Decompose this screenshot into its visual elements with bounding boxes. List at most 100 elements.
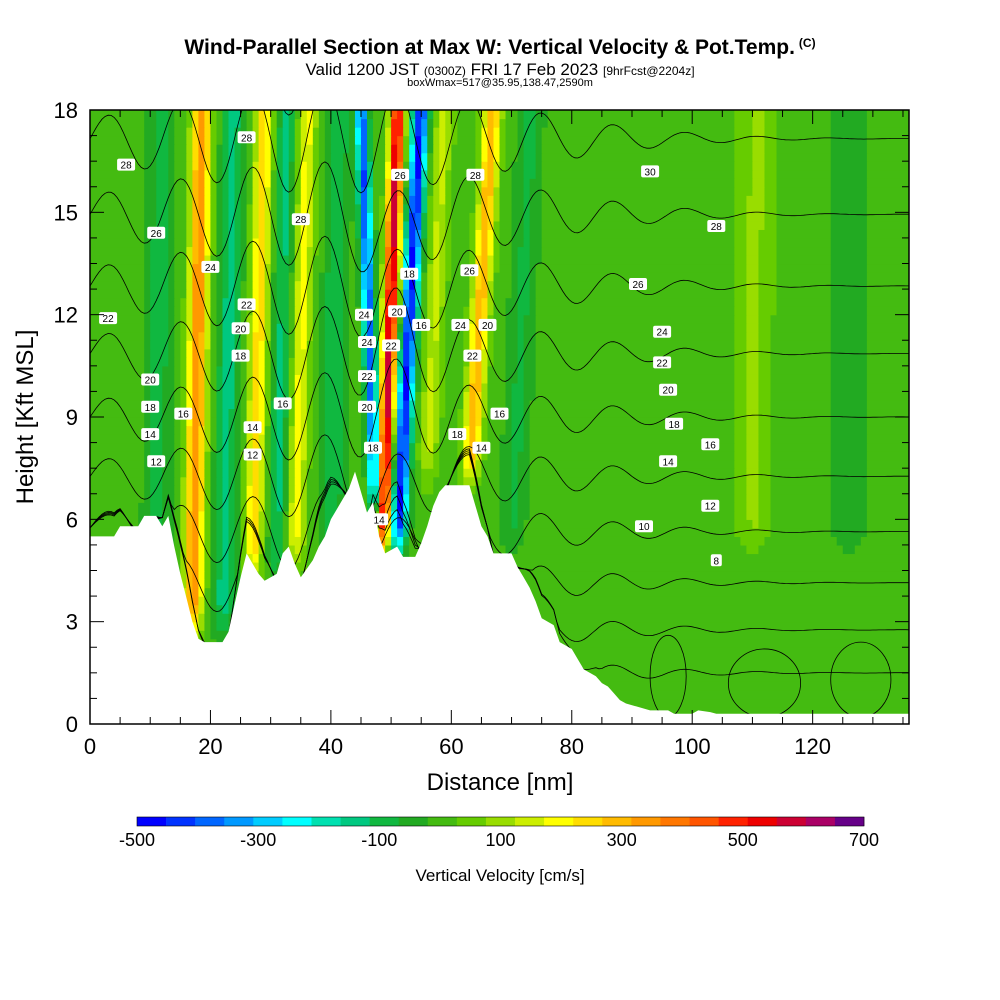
w-cell	[258, 408, 266, 418]
w-cell	[216, 357, 224, 367]
w-cell	[740, 536, 766, 546]
w-cell	[421, 135, 428, 145]
w-cell	[830, 229, 868, 239]
w-cell	[391, 323, 398, 333]
w-cell	[324, 331, 344, 341]
w-cell	[252, 169, 260, 179]
w-cell	[294, 161, 302, 171]
w-cell	[391, 382, 398, 393]
w-cell	[228, 152, 236, 162]
w-cell	[186, 442, 193, 452]
w-cell	[312, 272, 320, 282]
w-cell	[144, 382, 151, 393]
w-cell	[150, 502, 163, 512]
w-cell	[866, 357, 909, 367]
w-cell	[758, 417, 772, 427]
w-cell	[427, 229, 434, 239]
w-cell	[264, 570, 272, 580]
w-cell	[367, 357, 374, 367]
w-cell	[162, 374, 175, 384]
w-cell	[752, 144, 766, 154]
colorbar-swatch	[340, 817, 370, 826]
w-cell	[312, 417, 320, 427]
w-cell	[734, 468, 747, 478]
w-cell	[360, 161, 368, 171]
w-cell	[204, 442, 212, 452]
contour-label-text: 18	[235, 352, 247, 363]
contour-label: 20	[478, 318, 497, 332]
w-cell	[192, 314, 206, 324]
w-cell	[258, 169, 266, 179]
w-cell	[162, 459, 175, 469]
w-cell	[174, 169, 187, 179]
w-cell	[493, 135, 501, 145]
w-cell	[222, 382, 236, 393]
w-cell	[764, 186, 778, 196]
w-cell	[174, 536, 181, 546]
w-cell	[168, 272, 175, 282]
w-cell	[246, 203, 254, 213]
w-cell	[439, 135, 446, 145]
w-cell	[367, 485, 380, 495]
isentrope-18	[90, 358, 909, 461]
colorbar-swatch	[718, 817, 748, 826]
w-cell	[312, 178, 320, 188]
w-cell	[475, 152, 483, 162]
w-cell	[830, 254, 868, 265]
w-cell	[192, 476, 199, 486]
contour-label: 28	[707, 220, 726, 233]
w-cell	[324, 118, 332, 128]
w-cell	[439, 306, 446, 316]
w-cell	[270, 468, 278, 478]
w-cell	[409, 254, 416, 265]
w-cell	[487, 178, 495, 188]
w-cell	[288, 519, 296, 529]
w-cell	[433, 459, 440, 469]
w-cell	[360, 459, 368, 469]
w-cell	[300, 340, 308, 350]
w-cell	[397, 297, 404, 307]
w-cell	[210, 161, 218, 171]
w-cell	[204, 178, 212, 188]
w-cell	[186, 229, 193, 239]
w-cell	[270, 135, 278, 145]
w-cell	[264, 144, 272, 154]
w-cell	[222, 527, 230, 537]
w-cell	[144, 144, 157, 154]
w-cell	[234, 272, 242, 282]
w-cell	[174, 434, 181, 444]
w-cell	[475, 476, 483, 486]
w-cell	[198, 186, 206, 196]
w-cell	[866, 212, 909, 222]
w-cell	[770, 519, 832, 529]
w-cell	[511, 493, 519, 503]
colorbar-swatch	[456, 817, 487, 826]
w-cell	[144, 118, 157, 128]
w-cell	[427, 391, 434, 401]
w-cell	[770, 442, 832, 452]
w-cell	[168, 306, 175, 316]
w-cell	[746, 493, 760, 503]
w-cell	[192, 178, 199, 188]
w-cell	[475, 485, 501, 495]
w-cell	[776, 212, 832, 222]
w-cell	[764, 536, 838, 546]
w-cell	[415, 237, 422, 248]
w-cell	[198, 340, 206, 350]
w-cell	[493, 118, 501, 128]
contour-label-text: 26	[395, 171, 407, 182]
w-cell	[324, 459, 344, 469]
w-cell	[240, 408, 248, 418]
w-cell	[180, 476, 187, 486]
w-cell	[758, 502, 772, 512]
w-cell	[138, 502, 151, 512]
w-cell	[421, 289, 428, 299]
w-cell	[469, 408, 477, 418]
w-cell	[234, 544, 242, 555]
w-cell	[463, 459, 470, 469]
w-cell	[517, 476, 531, 486]
w-cell	[198, 365, 206, 375]
w-cell	[294, 451, 302, 461]
w-cell	[469, 425, 477, 435]
w-cell	[150, 237, 169, 248]
